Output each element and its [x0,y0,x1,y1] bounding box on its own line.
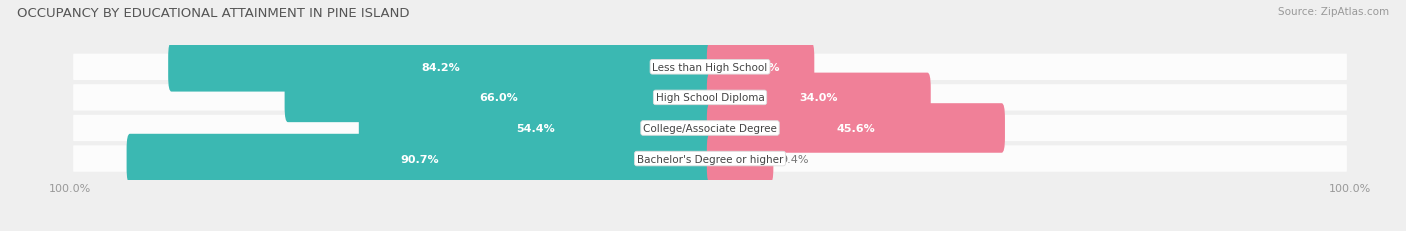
FancyBboxPatch shape [359,104,713,153]
Text: 34.0%: 34.0% [800,93,838,103]
Text: OCCUPANCY BY EDUCATIONAL ATTAINMENT IN PINE ISLAND: OCCUPANCY BY EDUCATIONAL ATTAINMENT IN P… [17,7,409,20]
Text: 90.7%: 90.7% [401,154,439,164]
FancyBboxPatch shape [73,115,1347,142]
Text: 84.2%: 84.2% [422,63,460,73]
FancyBboxPatch shape [127,134,713,183]
FancyBboxPatch shape [73,55,1347,81]
Text: 54.4%: 54.4% [516,123,555,133]
FancyBboxPatch shape [707,43,814,92]
Text: High School Diploma: High School Diploma [655,93,765,103]
Text: Source: ZipAtlas.com: Source: ZipAtlas.com [1278,7,1389,17]
Text: College/Associate Degree: College/Associate Degree [643,123,778,133]
Text: 15.8%: 15.8% [741,63,780,73]
FancyBboxPatch shape [707,134,773,183]
Text: 66.0%: 66.0% [479,93,519,103]
FancyBboxPatch shape [73,85,1347,111]
FancyBboxPatch shape [284,73,713,123]
Text: Less than High School: Less than High School [652,63,768,73]
FancyBboxPatch shape [707,73,931,123]
Text: 9.4%: 9.4% [780,154,808,164]
FancyBboxPatch shape [169,43,713,92]
FancyBboxPatch shape [707,104,1005,153]
Text: Bachelor's Degree or higher: Bachelor's Degree or higher [637,154,783,164]
FancyBboxPatch shape [73,146,1347,172]
Text: 45.6%: 45.6% [837,123,876,133]
